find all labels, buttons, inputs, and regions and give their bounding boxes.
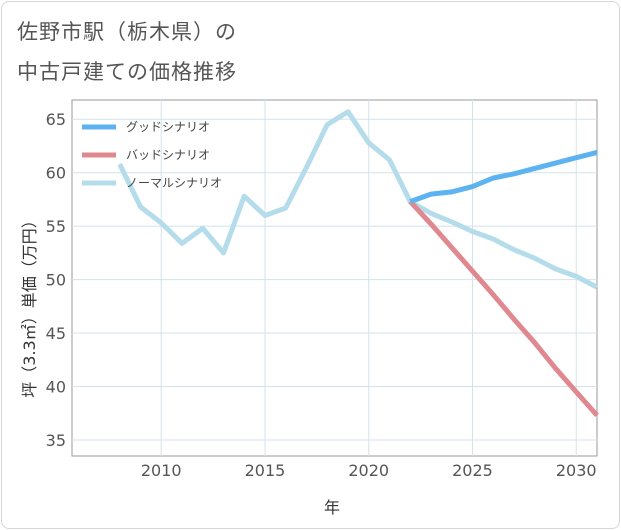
y-tick-label: 50 — [46, 271, 66, 290]
page-title-line1: 佐野市駅（栃木県）の — [17, 20, 237, 44]
y-tick-label: 55 — [46, 217, 66, 236]
y-tick-label: 65 — [46, 110, 66, 129]
good-scenario-line — [409, 149, 598, 204]
y-axis-title: 坪（3.3㎡）単価（万円） — [20, 212, 39, 397]
x-axis: 2010 2015 2020 2025 2030 — [141, 461, 597, 480]
x-axis-title: 年 — [324, 498, 340, 517]
x-tick-label: 2030 — [556, 461, 597, 480]
x-tick-label: 2020 — [348, 461, 389, 480]
page-title-line2: 中古戸建ての価格推移 — [17, 60, 237, 84]
legend-item-normal[interactable]: ノーマルシナリオ — [82, 176, 222, 190]
legend-label: グッドシナリオ — [126, 120, 210, 134]
legend-item-good[interactable]: グッドシナリオ — [82, 120, 210, 134]
x-tick-label: 2015 — [245, 461, 286, 480]
series-group — [117, 109, 599, 418]
x-tick-label: 2010 — [141, 461, 182, 480]
bad-scenario-line — [408, 199, 599, 418]
normal-scenario-line — [117, 109, 599, 290]
legend-item-bad[interactable]: バッドシナリオ — [82, 148, 210, 162]
y-tick-label: 40 — [46, 378, 66, 397]
legend-label: ノーマルシナリオ — [126, 176, 222, 190]
y-tick-label: 60 — [46, 164, 66, 183]
x-tick-label: 2025 — [452, 461, 493, 480]
y-tick-label: 45 — [46, 324, 66, 343]
legend-label: バッドシナリオ — [126, 148, 210, 162]
y-axis: 35 40 45 50 55 60 65 — [46, 110, 66, 450]
plot-area — [71, 99, 598, 457]
y-tick-label: 35 — [46, 431, 66, 450]
